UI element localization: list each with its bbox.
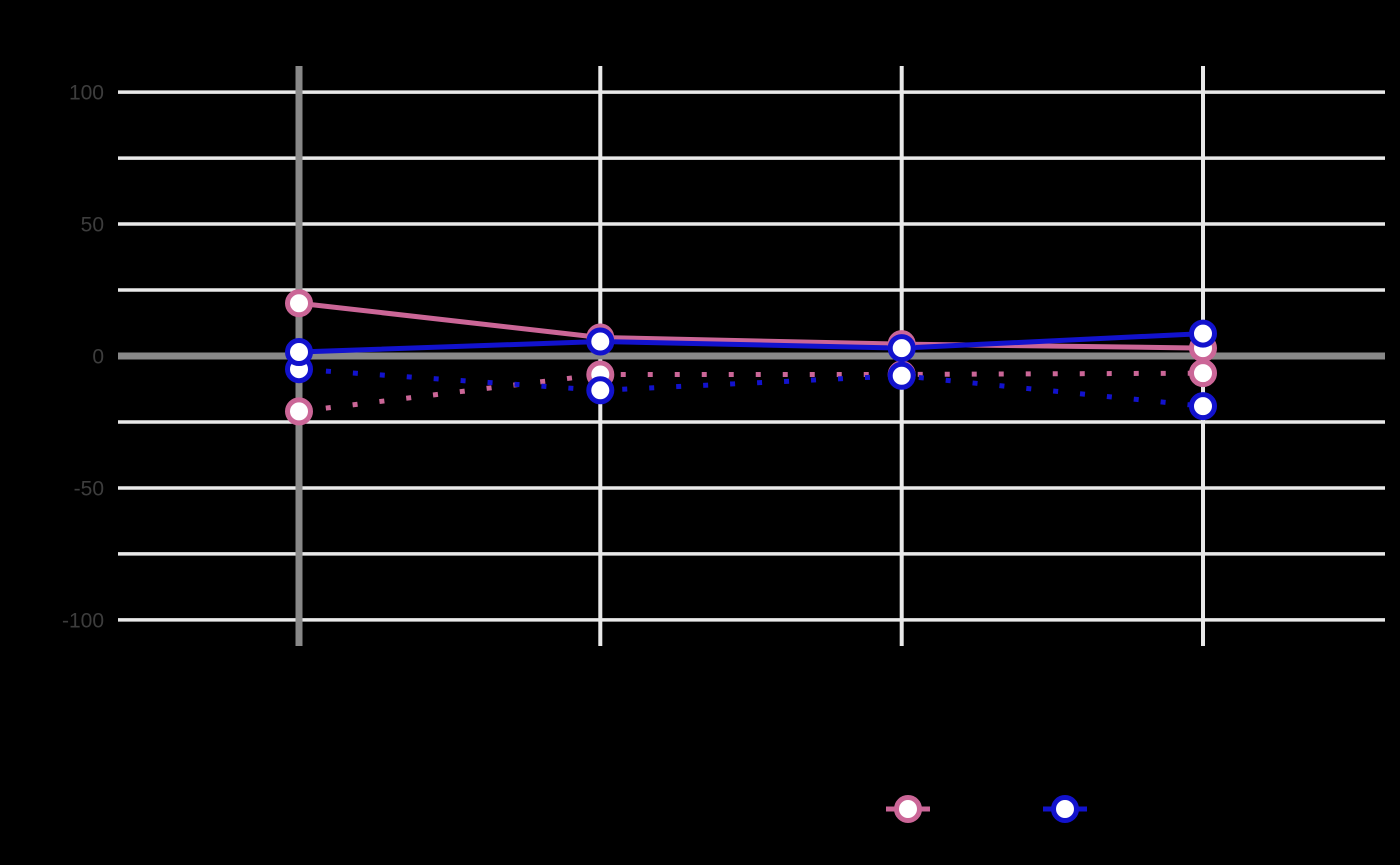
- y-tick-label: 100: [69, 82, 104, 105]
- y-tick-label: 0: [92, 346, 104, 369]
- y-tick-label: -100: [62, 609, 104, 632]
- data-point-blue-solid: [887, 334, 916, 363]
- data-point-blue-solid: [285, 338, 313, 367]
- data-point-blue-solid: [586, 327, 615, 356]
- legend-key-pink-marker: [894, 795, 922, 823]
- data-point-pink-dotted: [285, 397, 313, 426]
- data-point-blue-solid: [1189, 319, 1217, 348]
- series-line-pink-solid: [298, 300, 1204, 351]
- series-line-blue-dotted: [298, 366, 1204, 409]
- legend-key-blue-marker: [1051, 795, 1079, 823]
- data-point-blue-dotted: [887, 361, 916, 390]
- data-point-blue-dotted: [586, 376, 615, 405]
- y-tick-label: 50: [81, 214, 104, 237]
- data-point-blue-dotted: [1189, 392, 1217, 421]
- data-point-pink-solid: [285, 289, 313, 318]
- data-point-pink-dotted: [1189, 359, 1217, 388]
- y-tick-label: -50: [74, 477, 104, 500]
- series-line-blue-solid: [298, 331, 1204, 355]
